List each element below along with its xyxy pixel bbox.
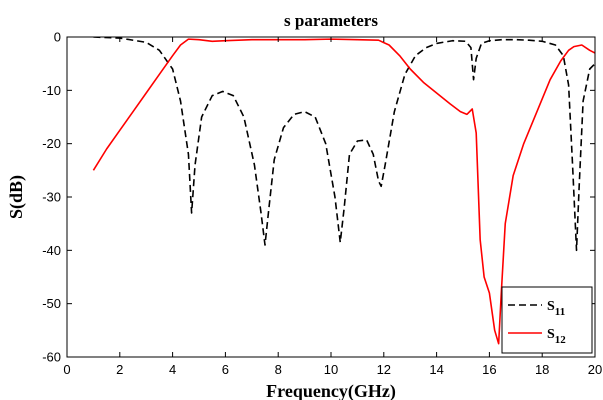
y-tick-label: -20 — [42, 136, 61, 151]
legend-label-subscript: 12 — [555, 334, 567, 346]
series-line-s12 — [92, 38, 595, 345]
x-tick-label: 18 — [535, 362, 549, 377]
x-tick-label: 16 — [482, 362, 496, 377]
x-tick-label: 0 — [63, 362, 70, 377]
legend-label-subscript: 11 — [555, 306, 565, 318]
legend-box — [501, 286, 593, 354]
x-tick-label: 8 — [275, 362, 282, 377]
legend-label-base: S — [547, 299, 555, 314]
y-axis-title: S(dB) — [6, 175, 27, 219]
legend-label-s12: S12 — [547, 327, 566, 346]
x-tick-label: 2 — [116, 362, 123, 377]
axis-ticks: 0 2 4 6 8 10 12 14 16 18 20 0 -10 -20 -30 -40 -50 -60 — [42, 30, 602, 378]
legend-label-base: S — [547, 327, 555, 342]
x-tick-label: 14 — [429, 362, 443, 377]
y-tick-label: -30 — [42, 190, 61, 205]
series-layer — [92, 37, 595, 345]
series-line-s11 — [93, 37, 595, 252]
x-tick-label: 4 — [169, 362, 176, 377]
legend-label-s11: S11 — [547, 299, 565, 318]
y-tick-label: -40 — [42, 243, 61, 258]
y-tick-label: -60 — [42, 350, 61, 365]
x-tick-label: 20 — [588, 362, 602, 377]
y-tick-label: 0 — [54, 30, 61, 45]
x-tick-label: 10 — [324, 362, 338, 377]
y-tick-label: -10 — [42, 83, 61, 98]
chart-title: s parameters — [284, 11, 378, 30]
x-tick-label: 6 — [222, 362, 229, 377]
x-tick-label: 12 — [377, 362, 391, 377]
x-axis-title: Frequency(GHz) — [266, 381, 396, 400]
y-tick-label: -50 — [42, 296, 61, 311]
